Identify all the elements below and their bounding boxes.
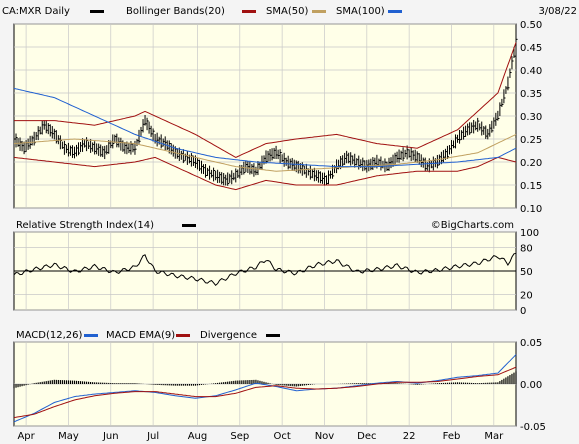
x-tick-label: Mar xyxy=(484,431,504,442)
x-tick-label: Jun xyxy=(102,431,119,442)
legend-sma100-swatch xyxy=(388,10,402,13)
x-tick-label: Jul xyxy=(146,431,159,442)
legend-sma50-swatch xyxy=(312,10,326,13)
x-tick-label: May xyxy=(58,431,79,442)
y-tick-label: 0.25 xyxy=(520,135,542,146)
axis-labels: 0.50 0.45 0.40 0.35 0.30 0.25 0.20 0.15 0.10 100 8… xyxy=(17,20,545,442)
y-tick-label: 0.00 xyxy=(520,380,542,391)
price-date-label: 3/08/22 xyxy=(538,6,577,17)
y-tick-label: 0.20 xyxy=(520,158,542,169)
y-tick-label: 0.10 xyxy=(520,204,542,215)
y-tick-label: 80 xyxy=(520,244,533,255)
macd-legend-divergence-swatch xyxy=(266,334,280,337)
price-title: CA:MXR Daily xyxy=(2,6,70,17)
sma-50-line xyxy=(13,133,517,172)
y-tick-label: 0.50 xyxy=(520,20,542,31)
x-tick-label: Oct xyxy=(273,431,290,442)
x-tick-label: Nov xyxy=(315,431,335,442)
x-tick-label: Aug xyxy=(188,431,208,442)
x-tick-label: Feb xyxy=(443,431,461,442)
y-tick-label: 0.45 xyxy=(520,43,542,54)
macd-legend-divergence-label: Divergence xyxy=(200,330,257,341)
watermark: ©BigCharts.com xyxy=(431,220,514,231)
legend-bollinger-label: Bollinger Bands(20) xyxy=(126,6,225,17)
y-tick-label: 0.05 xyxy=(520,338,542,349)
x-tick-label: 22 xyxy=(403,431,416,442)
legend-bollinger-swatch xyxy=(242,10,256,13)
macd-legend-ema-swatch xyxy=(176,334,190,337)
series-layer xyxy=(13,36,518,423)
x-tick-label: Apr xyxy=(17,431,35,442)
macd-legend-macd-swatch xyxy=(84,334,98,337)
y-tick-label: 0.15 xyxy=(520,181,542,192)
macd-ema-line xyxy=(13,366,517,419)
y-tick-label: 50 xyxy=(520,267,533,278)
y-tick-label: 20 xyxy=(520,290,533,301)
rsi-line xyxy=(13,252,517,287)
macd-legend-ema-label: MACD EMA(9) xyxy=(106,330,175,341)
rsi-title: Relative Strength Index(14) xyxy=(16,220,154,231)
x-tick-label: Dec xyxy=(357,431,376,442)
price-legend-swatch xyxy=(90,10,104,13)
y-tick-label: 0.40 xyxy=(520,66,542,77)
y-tick-label: 0.35 xyxy=(520,89,542,100)
y-tick-label: 0 xyxy=(520,306,526,317)
macd-legend-macd-label: MACD(12,26) xyxy=(16,330,83,341)
y-tick-label: -0.05 xyxy=(520,422,546,433)
bollinger-lower-line xyxy=(13,156,517,191)
legend-sma100-label: SMA(100) xyxy=(336,6,385,17)
rsi-legend-swatch xyxy=(182,224,196,227)
sma-100-line xyxy=(13,87,517,168)
y-tick-label: 0.30 xyxy=(520,112,542,123)
y-tick-label: 100 xyxy=(520,228,539,239)
legend-sma50-label: SMA(50) xyxy=(266,6,308,17)
x-tick-label: Sep xyxy=(230,431,249,442)
bollinger-upper-line xyxy=(14,42,517,158)
